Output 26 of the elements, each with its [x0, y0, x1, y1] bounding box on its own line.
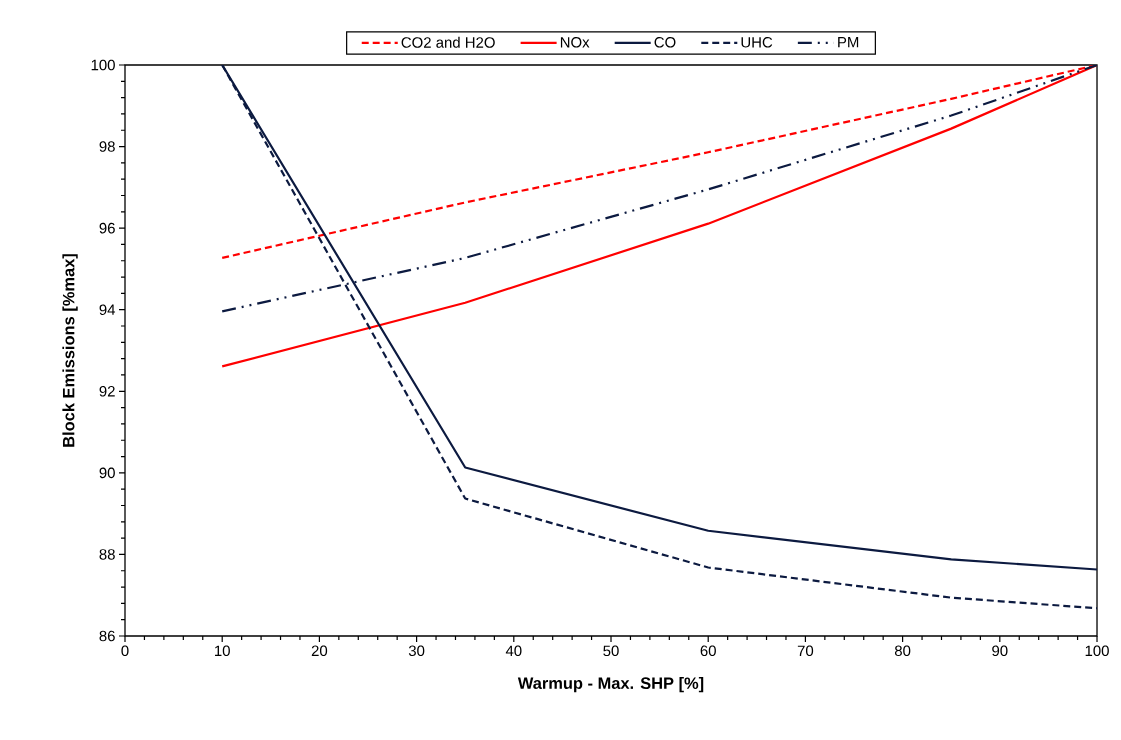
x-axis-title: Warmup - Max. SHP [%] [517, 676, 704, 693]
x-tick-label: 100 [1085, 645, 1109, 657]
y-tick-label: 94 [99, 304, 116, 315]
x-tick-label: 0 [121, 645, 129, 657]
x-tick-label: 90 [992, 645, 1008, 657]
y-tick-label: 96 [99, 222, 115, 234]
legend-label: CO2 and H2O [401, 36, 495, 48]
x-tick-label: 50 [603, 645, 619, 657]
x-tick-label: 10 [215, 645, 230, 657]
x-tick-label: 60 [700, 645, 716, 657]
y-axis-title: Block Emissions [%max] [62, 254, 78, 447]
legend-label: CO [654, 36, 676, 48]
x-tick-label: 30 [408, 645, 425, 657]
y-tick-label: 100 [91, 59, 115, 71]
y-tick-label: 86 [99, 630, 115, 642]
legend-label: UHC [741, 36, 773, 48]
x-tick-label: 20 [311, 645, 328, 657]
y-tick-label: 88 [99, 549, 115, 560]
y-tick-label: 92 [99, 385, 115, 397]
x-tick-label: 40 [505, 645, 522, 657]
y-tick-label: 90 [99, 467, 115, 479]
legend-label: NOx [560, 36, 590, 48]
y-tick-label: 98 [99, 141, 115, 152]
x-tick-label: 70 [797, 645, 814, 657]
legend-label: PM [838, 37, 859, 48]
x-tick-label: 80 [894, 645, 911, 657]
